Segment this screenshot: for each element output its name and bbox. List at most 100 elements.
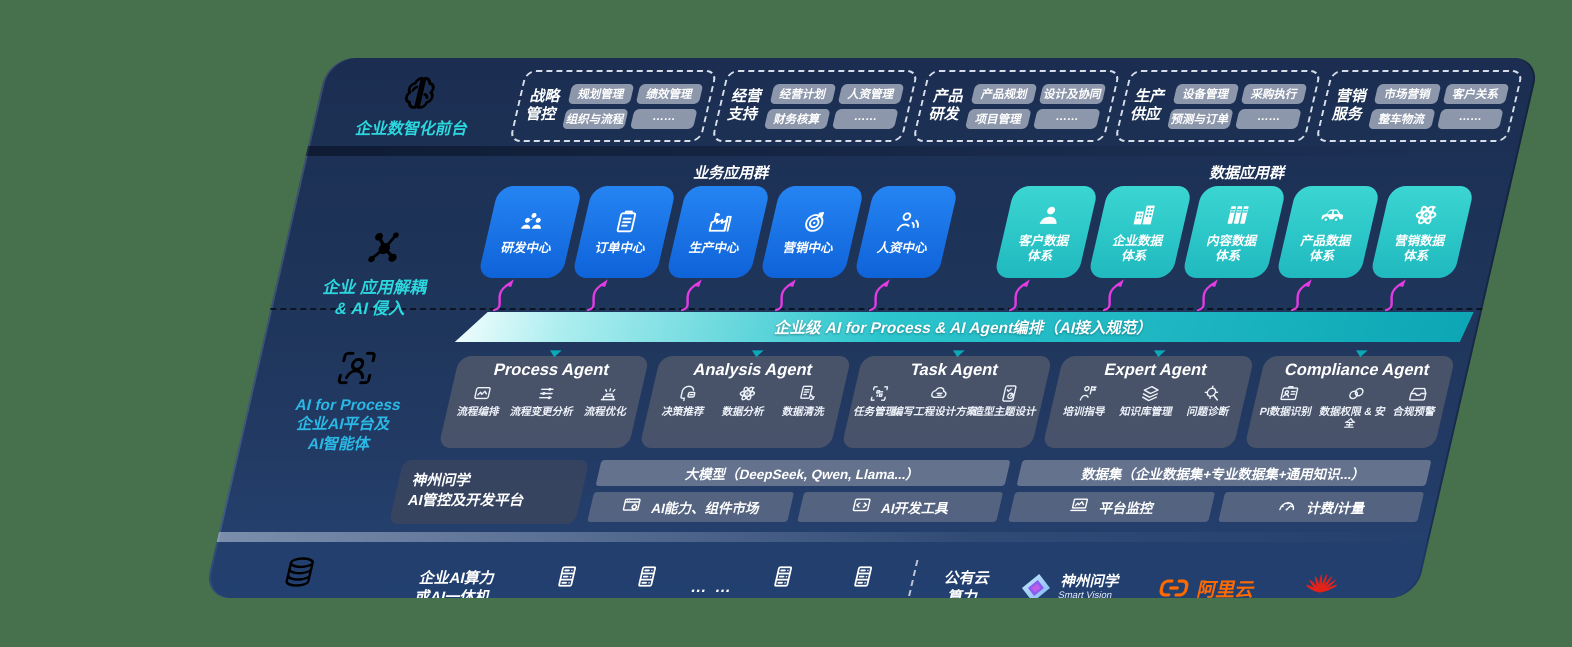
- business-tile[interactable]: 生产中心: [665, 186, 771, 312]
- logo-huawei[interactable]: HUAWEI: [1290, 567, 1351, 599]
- agent-item-label[interactable]: 流程编排: [455, 406, 501, 418]
- platform-cell[interactable]: AI开发工具: [796, 492, 1004, 522]
- agent-item[interactable]: 数据分析: [721, 383, 771, 418]
- agent-item[interactable]: 知识库管理: [1118, 383, 1179, 418]
- logo-text[interactable]: 神州问学 Smart Vision: [1057, 573, 1122, 598]
- agent-card[interactable]: Expert Agent 培训指导 知识库管理 问题诊断: [1042, 331, 1255, 448]
- front-group-chip[interactable]: 整车物流: [1368, 108, 1436, 129]
- front-group-chip[interactable]: ……: [831, 108, 899, 129]
- flow-arrow-icon[interactable]: [1004, 278, 1045, 312]
- front-group-chip[interactable]: ……: [630, 108, 698, 129]
- huawei-icon[interactable]: [1304, 567, 1341, 597]
- agent-item-label[interactable]: 培训指导: [1061, 406, 1107, 418]
- front-group-chip[interactable]: ……: [1436, 108, 1504, 129]
- agent-items[interactable]: 任务管理 编写工程设计方案 造型主题设计: [846, 380, 1047, 425]
- front-group-chip[interactable]: 设计及协同: [1039, 83, 1107, 104]
- id-card-icon[interactable]: [1277, 383, 1303, 404]
- front-group-chip[interactable]: 设备管理: [1172, 83, 1240, 104]
- agent-item[interactable]: 流程编排: [456, 383, 506, 418]
- agent-items[interactable]: 流程编排 流程变更分析 流程优化: [444, 380, 645, 425]
- agent-items[interactable]: 培训指导 知识库管理 问题诊断: [1048, 380, 1249, 425]
- tile-label[interactable]: 人资中心: [875, 241, 930, 256]
- platform-cell-label[interactable]: 平台监控: [1097, 501, 1156, 516]
- tile-label[interactable]: 企业数据 体系: [1111, 234, 1165, 263]
- agent-title[interactable]: Task Agent: [908, 361, 1000, 379]
- books-icon[interactable]: [1221, 201, 1255, 229]
- tile-label[interactable]: 内容数据 体系: [1205, 234, 1259, 263]
- agent-item[interactable]: 流程变更分析: [509, 383, 580, 418]
- machine-icon[interactable]: [597, 383, 623, 404]
- front-group-chip[interactable]: 组织与流程: [562, 108, 629, 129]
- data-tile[interactable]: 企业数据 体系: [1087, 186, 1193, 312]
- agent-item-label[interactable]: 造型主题设计: [971, 406, 1038, 418]
- business-tile[interactable]: 研发中心: [477, 186, 583, 312]
- infra-node-label[interactable]: 数据中心: [615, 598, 665, 599]
- agent-item[interactable]: 合规预警: [1389, 383, 1442, 430]
- logo-title[interactable]: 神州问学: [1059, 573, 1122, 590]
- agent-item[interactable]: 任务管理: [852, 383, 901, 418]
- infra-node-label[interactable]: 数据中心: [535, 598, 585, 599]
- flow-arrow-icon[interactable]: [1286, 278, 1327, 312]
- agent-card[interactable]: Task Agent 任务管理 编写工程设计方案 造型主题设计: [841, 331, 1053, 448]
- layers-icon[interactable]: [1137, 383, 1163, 404]
- front-group[interactable]: 产品 研发 产品规划 设计及协同 项目管理……: [912, 70, 1121, 142]
- tile-label[interactable]: 营销数据 体系: [1393, 234, 1447, 263]
- flow-arrow-icon[interactable]: [676, 278, 717, 312]
- flow-arrow-icon[interactable]: [864, 278, 905, 312]
- front-group-chips[interactable]: 经营计划 人资管理 财务核算……: [763, 83, 905, 129]
- sliders-icon[interactable]: [533, 383, 559, 404]
- agent-item-label[interactable]: 任务管理: [852, 406, 898, 418]
- clipboard-icon[interactable]: [609, 208, 643, 236]
- front-group-title[interactable]: 经营 支持: [725, 88, 765, 123]
- platform-cell[interactable]: 计费/计量: [1217, 492, 1425, 522]
- alicloud-icon[interactable]: [1154, 572, 1193, 598]
- agent-item-label[interactable]: 流程优化: [583, 406, 628, 418]
- agent-item-label[interactable]: 数据权限 & 安全: [1318, 406, 1387, 431]
- infra-node[interactable]: 数据中心: [518, 563, 610, 599]
- tile-label[interactable]: 生产中心: [687, 241, 742, 256]
- agent-item[interactable]: 问题诊断: [1185, 383, 1235, 418]
- person-icon[interactable]: [1033, 201, 1067, 229]
- server-icon[interactable]: [629, 563, 663, 595]
- devtools-icon[interactable]: [848, 495, 875, 519]
- agent-card[interactable]: Process Agent 流程编排 流程变更分析 流程优化: [438, 331, 650, 448]
- infra-ellipsis[interactable]: … …: [688, 579, 736, 596]
- flow-arrow-icon[interactable]: [770, 278, 811, 312]
- front-group-title[interactable]: 产品 研发: [927, 88, 966, 123]
- front-group-chip[interactable]: 产品规划: [971, 83, 1038, 104]
- agent-item-label[interactable]: 编写工程设计方案: [891, 406, 979, 418]
- gem-icon[interactable]: [1016, 572, 1055, 598]
- platform-cell-label[interactable]: AI能力、组件市场: [649, 501, 762, 516]
- front-group-chip[interactable]: 人资管理: [837, 83, 905, 104]
- tablet-dial-icon[interactable]: [996, 383, 1022, 404]
- front-group-chip[interactable]: 项目管理: [965, 108, 1033, 129]
- agent-item-label[interactable]: 流程变更分析: [508, 406, 575, 418]
- agent-item[interactable]: 造型主题设计: [971, 383, 1040, 418]
- agent-item[interactable]: 编写工程设计方案: [891, 383, 981, 418]
- people-icon[interactable]: [515, 208, 549, 236]
- tile-label[interactable]: 研发中心: [499, 241, 554, 256]
- flow-arrow-icon[interactable]: [1192, 278, 1233, 312]
- agent-card[interactable]: Analysis Agent 决策推荐 数据分析 数据清洗: [639, 331, 852, 448]
- platform-cell-label[interactable]: AI开发工具: [879, 501, 951, 516]
- logo-title[interactable]: HUAWEI: [1290, 598, 1344, 599]
- front-group-chip[interactable]: 绩效管理: [636, 83, 704, 104]
- infra-node[interactable]: AI一体机: [734, 563, 826, 599]
- infra-node-label[interactable]: AI一体机: [751, 598, 801, 599]
- business-tile[interactable]: 订单中心: [571, 186, 677, 312]
- agent-item-label[interactable]: 知识库管理: [1118, 406, 1174, 418]
- head-chat-icon[interactable]: [674, 383, 700, 404]
- front-group-title[interactable]: 营销 服务: [1330, 88, 1369, 123]
- cloud-pen-icon[interactable]: [926, 383, 952, 404]
- agent-item-label[interactable]: 问题诊断: [1185, 406, 1231, 418]
- data-tile[interactable]: 客户数据 体系: [993, 186, 1099, 312]
- front-group[interactable]: 生产 供应 设备管理 采购执行 预测与订单……: [1113, 70, 1322, 142]
- atom-icon[interactable]: [1409, 201, 1443, 229]
- agent-item[interactable]: PI数据识别: [1255, 383, 1318, 430]
- link-rings-icon[interactable]: [1344, 383, 1370, 404]
- server-icon[interactable]: [845, 563, 879, 595]
- market-icon[interactable]: [618, 495, 645, 519]
- agent-items[interactable]: PI数据识别 数据权限 & 安全 合规预警: [1246, 380, 1450, 437]
- infra-node[interactable]: 数据中心: [598, 563, 690, 599]
- platform-cell[interactable]: AI能力、组件市场: [587, 492, 794, 522]
